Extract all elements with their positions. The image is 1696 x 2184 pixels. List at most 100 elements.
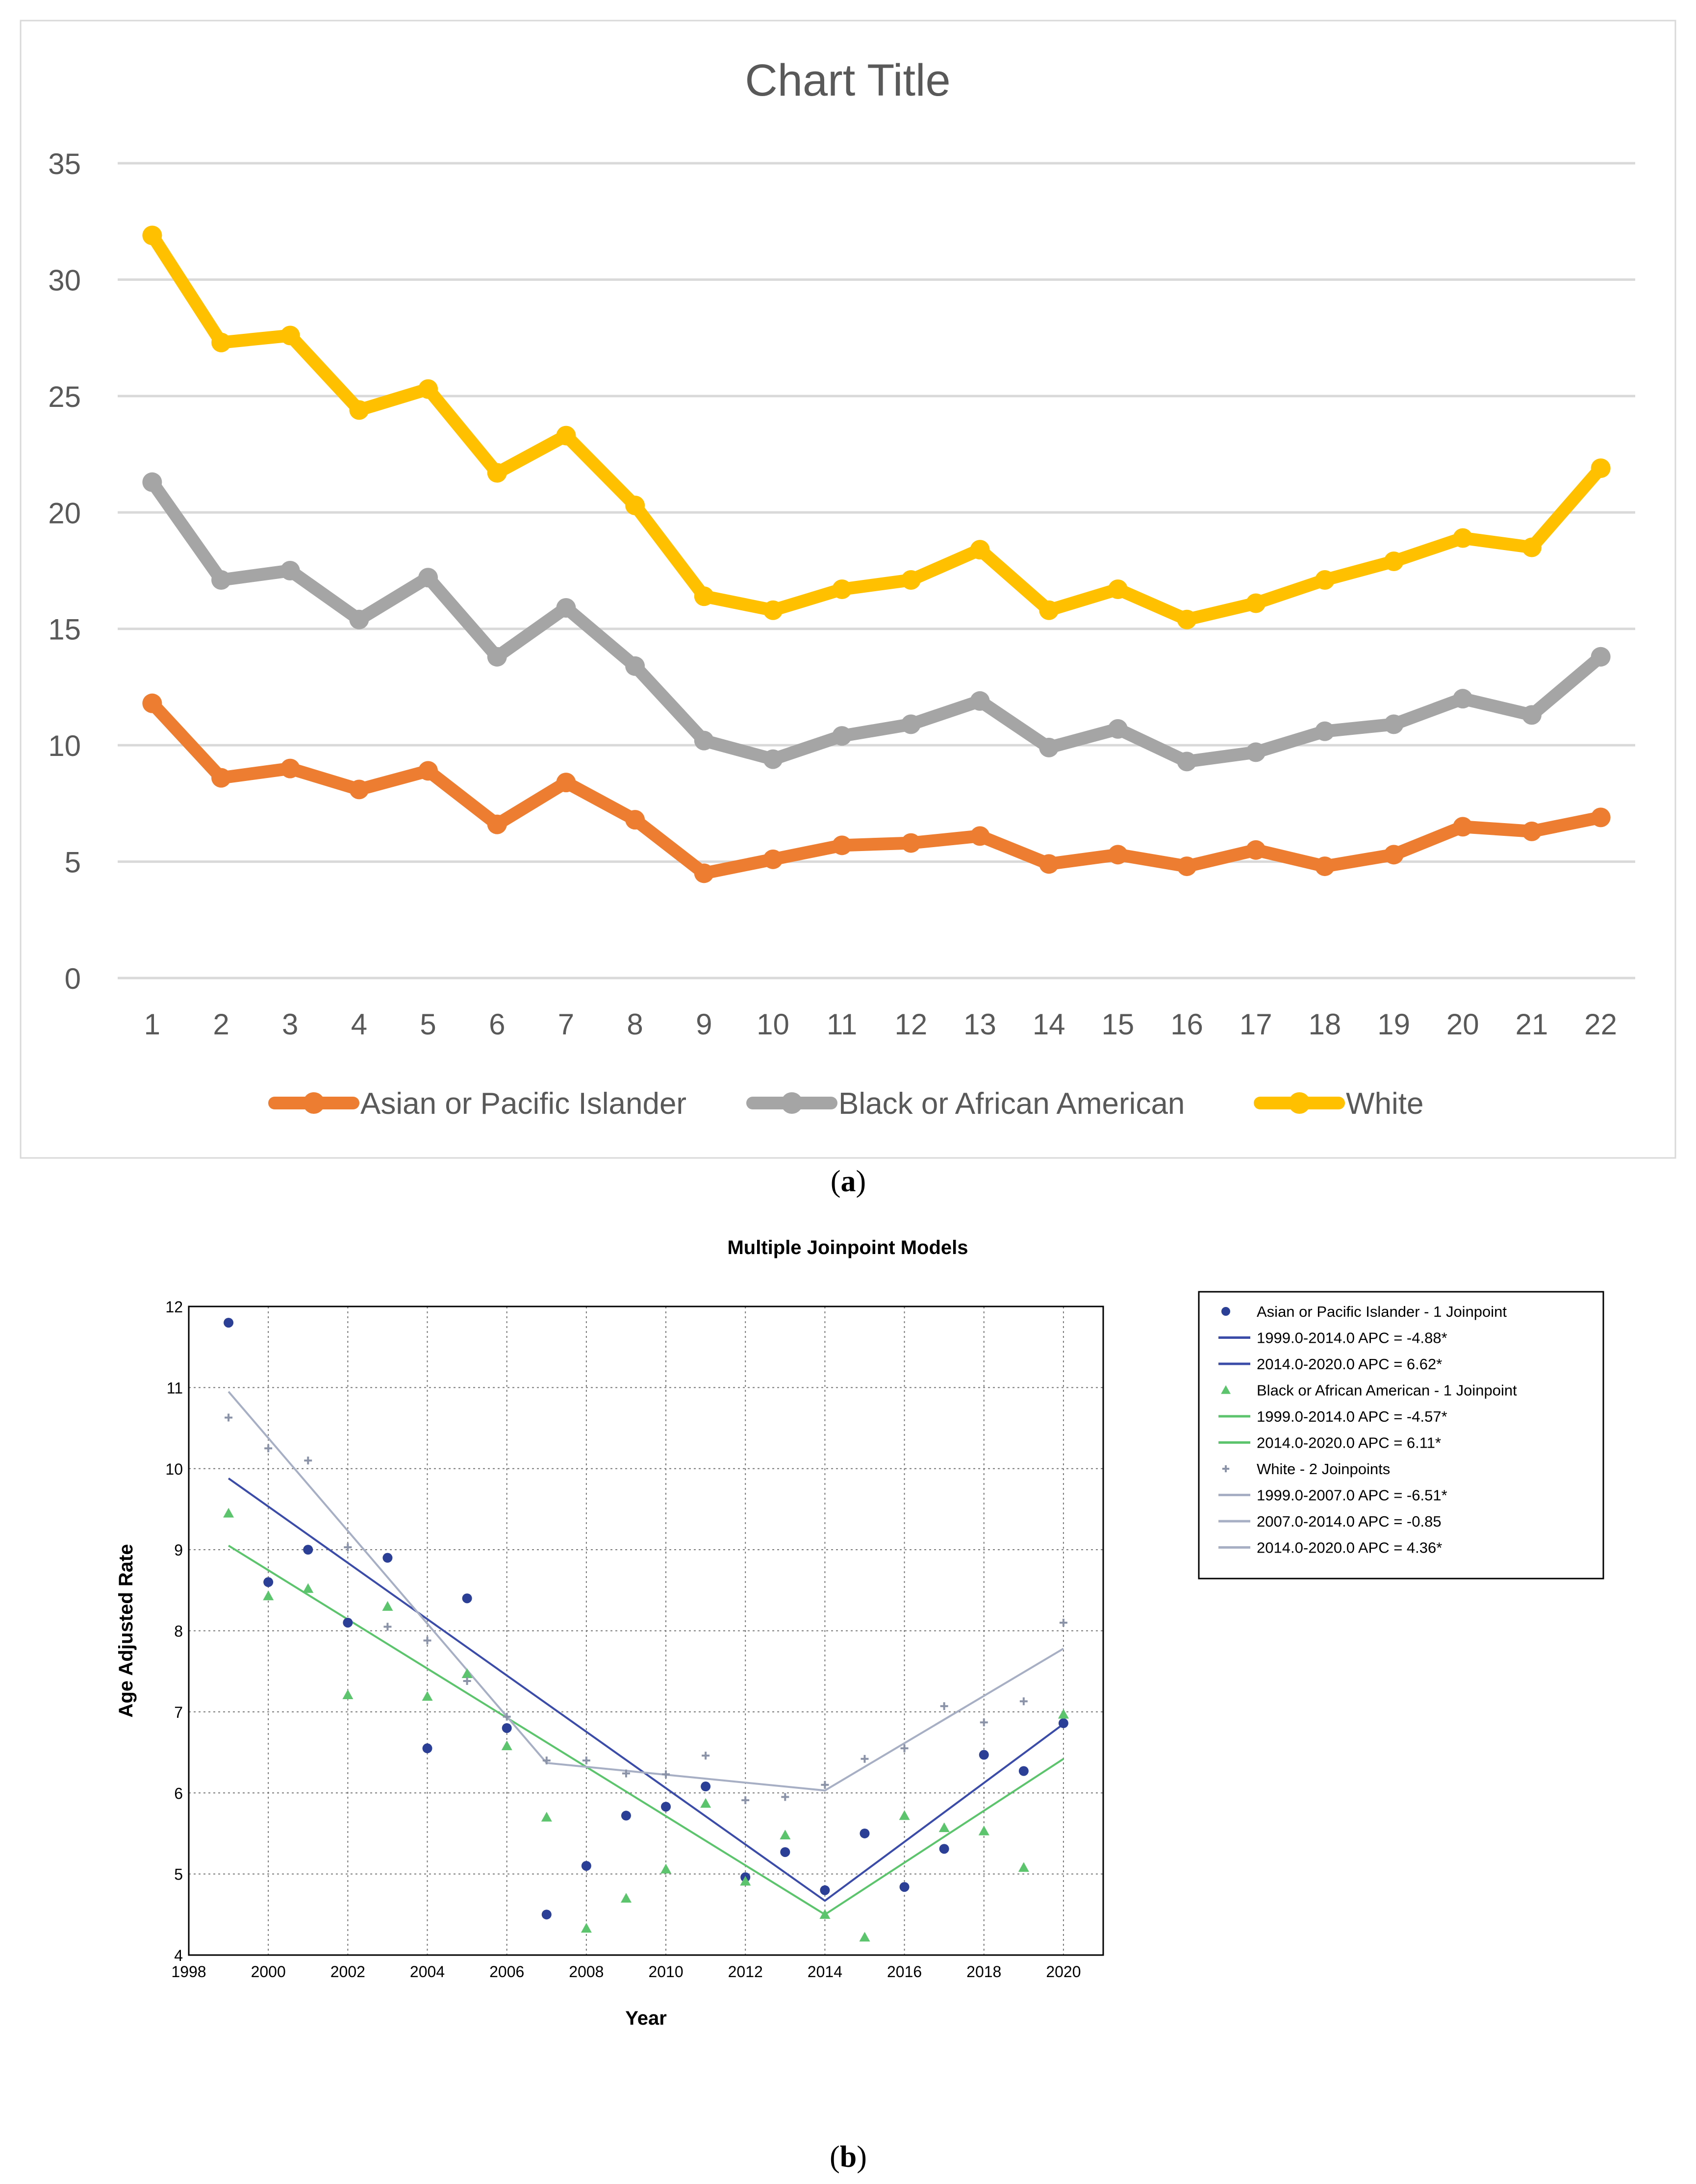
chart-b-point-asian [740, 1872, 751, 1883]
chart-a-point-black [142, 472, 162, 492]
chart-b-x-tick-label: 2008 [569, 1963, 604, 1981]
chart-a-series-line-asian [146, 697, 1607, 880]
chart-b-x-tick-label: 2012 [728, 1963, 763, 1981]
chart-a-point-black [1521, 705, 1542, 725]
chart-a-point-black [349, 609, 369, 629]
chart-b-point-white [463, 1677, 471, 1685]
chart-b-legend-box [1198, 1291, 1604, 1580]
chart-a-x-tick-label: 17 [1240, 1008, 1272, 1041]
chart-a-point-asian [832, 835, 852, 855]
chart-b-point-asian [979, 1750, 989, 1760]
chart-b-point-black [740, 1876, 751, 1886]
chart-a-point-white [1521, 537, 1542, 557]
chart-b-y-tick-label: 11 [167, 1379, 183, 1397]
chart-a-x-tick-label: 13 [963, 1008, 996, 1041]
chart-b-point-black [461, 1668, 473, 1678]
chart-a-point-black [1315, 721, 1335, 741]
chart-b-point-asian [303, 1545, 313, 1555]
chart-a-x-tick-label: 15 [1102, 1008, 1135, 1041]
chart-b-point-white [821, 1781, 829, 1789]
chart-a-point-white [763, 600, 783, 620]
chart-a-point-black [694, 730, 714, 751]
chart-b-point-asian [621, 1810, 631, 1821]
chart-a-point-white [1039, 600, 1059, 620]
chart-b-point-asian [502, 1723, 512, 1733]
chart-b-point-asian [224, 1318, 234, 1328]
chart-a-point-black [487, 647, 507, 667]
chart-a-point-white [1108, 579, 1128, 599]
chart-b-x-tick-label: 2004 [410, 1963, 445, 1981]
chart-b-y-tick-label: 12 [165, 1298, 183, 1316]
chart-b-point-white [702, 1752, 710, 1760]
chart-b-legend-label: 2014.0-2020.0 APC = 6.62* [1257, 1356, 1442, 1373]
chart-b-point-white [1019, 1697, 1028, 1706]
chart-a-x-tick-label: 20 [1446, 1008, 1479, 1041]
chart-b-point-white [423, 1636, 431, 1645]
chart-b-point-black [303, 1583, 314, 1593]
chart-b-point-asian [581, 1861, 591, 1871]
chart-b-point-asian [1018, 1766, 1029, 1776]
chart-b-x-label: Year [625, 2008, 667, 2029]
chart-b-point-asian [382, 1553, 393, 1563]
chart-b-y-tick-label: 10 [165, 1460, 183, 1478]
chart-b-legend-label: 1999.0-2014.0 APC = -4.57* [1257, 1408, 1447, 1425]
chart-a-x-tick-label: 6 [489, 1008, 505, 1041]
chart-b-point-white [503, 1712, 511, 1721]
chart-b-point-black [342, 1689, 354, 1699]
chart-a-point-black [1591, 647, 1611, 667]
chart-b-point-black [263, 1590, 274, 1601]
chart-a-x-tick-label: 16 [1170, 1008, 1203, 1041]
chart-a-point-black [1384, 714, 1404, 734]
chart-b-point-white [741, 1796, 750, 1805]
chart-a-point-black [1108, 719, 1128, 739]
chart-b-point-white [622, 1769, 630, 1778]
chart-b-y-tick-label: 5 [174, 1866, 183, 1883]
chart-a-point-black [832, 726, 852, 746]
chart-b-legend-label: White - 2 Joinpoints [1257, 1460, 1390, 1478]
chart-a-legend-label-white: White [1346, 1087, 1423, 1121]
chart-a-point-white [901, 570, 921, 590]
chart-a-x-tick-label: 8 [627, 1008, 643, 1041]
chart-b-legend-label: 2014.0-2020.0 APC = 6.11* [1257, 1434, 1441, 1452]
chart-a-y-tick-label: 0 [65, 962, 81, 995]
chart-a-legend-marker-white [1289, 1092, 1310, 1114]
chart-a-x-tick-label: 7 [558, 1008, 574, 1041]
chart-a-point-black [970, 691, 990, 711]
chart-b-x-tick-label: 2006 [489, 1963, 524, 1981]
chart-a-x-tick-label: 4 [351, 1008, 367, 1041]
chart-a-point-asian [349, 779, 369, 800]
chart-a-point-asian [418, 761, 438, 781]
chart-a-x-tick-label: 10 [757, 1008, 789, 1041]
chart-b-point-black [501, 1740, 512, 1751]
chart-b-legend-label: 2007.0-2014.0 APC = -0.85 [1257, 1513, 1442, 1530]
chart-a-point-black [211, 570, 231, 590]
chart-b-point-white [781, 1793, 789, 1801]
chart-b-fit-line-black [228, 1545, 1064, 1916]
chart-a-y-tick-label: 5 [65, 846, 81, 879]
chart-a-point-asian [1177, 856, 1197, 877]
chart-a-point-black [418, 568, 438, 588]
chart-b-point-asian [343, 1617, 353, 1628]
chart-a-x-tick-label: 22 [1584, 1008, 1617, 1041]
chart-a-point-asian [1453, 817, 1473, 837]
chart-a-point-white [970, 540, 990, 560]
chart-b-point-asian [860, 1828, 870, 1838]
chart-b-point-black [859, 1932, 870, 1942]
chart-a-point-asian [1246, 840, 1266, 860]
chart-a-point-asian [1039, 854, 1059, 874]
chart-a-point-white [487, 463, 507, 483]
chart-a-x-tick-label: 1 [144, 1008, 160, 1041]
chart-b-legend-label: 1999.0-2014.0 APC = -4.88* [1257, 1330, 1447, 1347]
chart-b-point-black [1018, 1862, 1029, 1872]
chart-b-title: Multiple Joinpoint Models [727, 1237, 968, 1258]
chart-a-series-line-white [146, 229, 1607, 626]
caption-b: (b) [830, 2140, 867, 2174]
chart-a-x-tick-label: 9 [696, 1008, 712, 1041]
chart-a-x-tick-label: 21 [1516, 1008, 1548, 1041]
chart-a-point-asian [763, 849, 783, 869]
chart-b-point-asian [701, 1782, 711, 1792]
caption-a: (a) [830, 1165, 866, 1198]
chart-a-x-tick-label: 12 [894, 1008, 927, 1041]
chart-a-point-white [349, 400, 369, 420]
chart-b-legend-label: Asian or Pacific Islander - 1 Joinpoint [1257, 1303, 1507, 1320]
